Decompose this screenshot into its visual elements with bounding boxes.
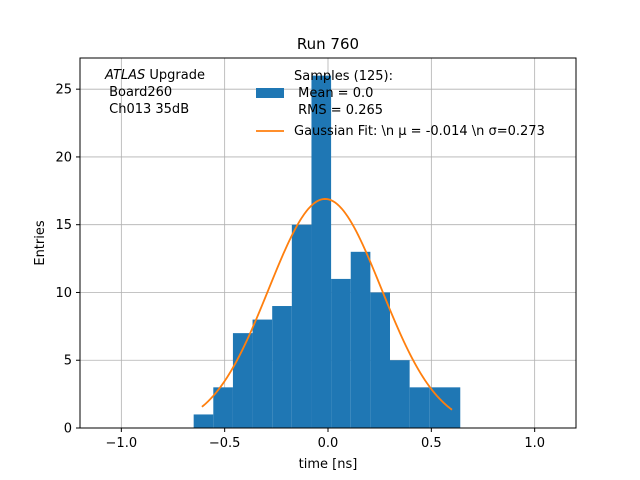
atlas-annotation: ATLAS Upgrade Board260 Ch013 35dB (104, 68, 205, 117)
y-tick-label-2: 10 (55, 286, 72, 301)
legend-histogram-mean: Mean = 0.0 (294, 86, 373, 101)
gaussian-fit (201, 198, 453, 411)
chart-title: Run 760 (297, 35, 359, 53)
histogram-bar-1 (213, 387, 233, 428)
axis-ticks: −1.0 −0.5 0.0 0.5 1.0 0 5 10 15 20 25 (55, 83, 545, 451)
histogram-bar-8 (350, 251, 371, 428)
histogram-bar-5 (291, 224, 312, 428)
legend: Samples (125): Mean = 0.0 RMS = 0.265 Ga… (256, 69, 545, 139)
x-tick-label-0: −1.0 (106, 436, 138, 451)
x-tick-label-2: 0.0 (318, 436, 339, 451)
x-axis-label: time [ns] (299, 457, 358, 472)
legend-fit-label: Gaussian Fit: \n μ = -0.014 \n σ=0.273 (294, 124, 545, 139)
histogram-bar-10 (390, 360, 410, 428)
histogram-bar-7 (331, 278, 351, 428)
legend-histogram-label: Samples (125): (294, 69, 393, 84)
histogram-bar-9 (370, 292, 390, 428)
x-tick-label-1: −0.5 (209, 436, 241, 451)
histogram-bar-4 (272, 306, 292, 428)
annotation-line-2: Board260 (105, 85, 172, 100)
y-axis-label: Entries (33, 220, 48, 266)
histogram-bars (193, 75, 461, 428)
histogram-bar-11 (409, 387, 430, 428)
legend-histogram-rms: RMS = 0.265 (294, 103, 383, 118)
histogram-bar-0 (193, 414, 214, 428)
y-tick-label-0: 0 (64, 422, 72, 437)
histogram-bar-3 (252, 319, 273, 428)
legend-histogram-swatch (256, 88, 284, 98)
gaussian-fit-line (201, 198, 453, 411)
histogram-bar-6 (311, 75, 332, 428)
annotation-upgrade: Upgrade (145, 68, 205, 83)
y-tick-label-3: 15 (55, 218, 72, 233)
annotation-line-3: Ch013 35dB (105, 102, 189, 117)
y-tick-label-4: 20 (55, 150, 72, 165)
x-tick-label-4: 1.0 (524, 436, 545, 451)
annotation-italic-atlas: ATLAS (104, 68, 145, 83)
y-tick-label-5: 25 (55, 83, 72, 98)
x-tick-label-3: 0.5 (421, 436, 442, 451)
y-tick-label-1: 5 (64, 354, 72, 369)
annotation-line-1: ATLAS Upgrade (104, 68, 205, 83)
